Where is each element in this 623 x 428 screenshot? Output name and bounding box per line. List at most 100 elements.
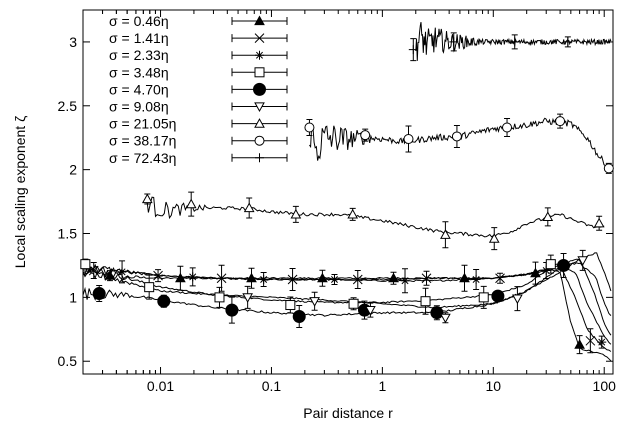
data-point-3-48-3 <box>285 300 296 311</box>
legend-label-38-17: σ = 38.17η <box>109 133 176 149</box>
data-point-21-05-7 <box>542 211 554 222</box>
data-point-9-08-3 <box>440 313 451 324</box>
plot-frame <box>82 9 614 375</box>
data-point-3-48-6 <box>478 292 489 303</box>
data-point-0-46-1 <box>175 272 186 283</box>
data-point-3-48-4 <box>348 298 359 309</box>
data-point-0-46-0 <box>104 270 116 280</box>
data-point-3-48-1 <box>144 282 155 293</box>
data-point-38-17-0 <box>304 122 315 133</box>
data-point-21-05-5 <box>440 229 451 239</box>
data-point-21-05-1 <box>185 198 197 209</box>
data-point-72-43-2 <box>510 37 520 47</box>
data-point-2-33-0 <box>117 267 127 277</box>
x-tick-label-4: 100 <box>593 378 617 394</box>
data-point-0-46-7 <box>574 339 585 349</box>
data-point-9-08-0 <box>242 293 253 303</box>
legend-marker-3-48 <box>254 67 265 78</box>
data-point-3-48-2 <box>214 292 225 303</box>
legend-marker-0-46 <box>254 15 265 26</box>
data-point-1-41-7 <box>585 335 596 346</box>
x-tick-label-1: 0.1 <box>262 378 282 394</box>
data-point-3-48-5 <box>420 296 431 307</box>
legend-label-1-41: σ = 1.41η <box>109 30 169 46</box>
data-point-0-46-6 <box>530 267 541 278</box>
data-point-72-43-3 <box>563 37 573 47</box>
x-tick-label-2: 1 <box>378 378 386 394</box>
data-point-2-33-4 <box>400 276 410 286</box>
x-tick-label-0: 0.01 <box>147 378 174 394</box>
data-point-1-41-1 <box>153 270 163 281</box>
data-point-4-70-1 <box>157 294 171 308</box>
series-line-72-43 <box>415 22 612 61</box>
data-point-2-33-3 <box>329 274 339 284</box>
legend-label-0-46: σ = 0.46η <box>109 13 169 29</box>
legend-label-4-70: σ = 4.70η <box>109 81 169 97</box>
y-tick-label-2: 1.5 <box>58 226 78 242</box>
series-line-9-08 <box>82 252 612 309</box>
data-point-21-05-6 <box>488 233 500 243</box>
series-line-4-70 <box>82 262 612 317</box>
y-tick-label-5: 3 <box>69 34 77 50</box>
legend-marker-38-17 <box>254 135 265 146</box>
data-point-38-17-1 <box>360 130 371 141</box>
y-tick-label-3: 2 <box>69 162 77 178</box>
data-point-72-43-0 <box>408 45 418 55</box>
data-point-9-08-5 <box>577 256 589 266</box>
data-point-1-41-6 <box>495 273 505 284</box>
data-point-4-70-6 <box>491 289 505 303</box>
data-point-4-70-3 <box>292 310 306 324</box>
data-point-2-33-6 <box>541 266 551 276</box>
legend-marker-9-08 <box>254 102 265 113</box>
axis-ticks: 0.01 0.1 1 10 100 0.5 1 1.5 2 2.5 3 <box>58 10 617 394</box>
data-point-72-43-1 <box>449 37 459 47</box>
data-point-1-41-3 <box>287 274 298 285</box>
legend-marker-72-43 <box>255 153 264 163</box>
data-point-0-46-2 <box>246 272 257 283</box>
data-point-38-17-2 <box>403 133 414 144</box>
data-point-1-41-2 <box>216 273 227 284</box>
series-line-2-33 <box>82 263 612 345</box>
series-line-21-05 <box>146 196 605 238</box>
data-point-21-05-3 <box>290 208 302 219</box>
data-point-2-33-1 <box>188 272 198 282</box>
data-point-1-41-5 <box>421 273 432 284</box>
data-point-38-17-3 <box>451 131 462 142</box>
series-line-3-48 <box>82 258 612 336</box>
y-tick-label-0: 0.5 <box>58 353 78 369</box>
y-tick-label-4: 2.5 <box>58 98 78 114</box>
x-axis-title: Pair distance r <box>303 405 393 421</box>
data-point-2-33-2 <box>259 274 269 284</box>
data-point-9-08-1 <box>309 297 320 307</box>
series-markers <box>80 32 614 355</box>
data-point-21-05-0 <box>141 193 153 204</box>
x-tick-label-3: 10 <box>486 378 502 394</box>
legend-marker-1-41 <box>254 33 265 43</box>
data-point-0-46-3 <box>317 272 328 283</box>
legend-marker-4-70 <box>253 82 266 96</box>
data-point-38-17-5 <box>555 116 566 127</box>
legend-label-3-48: σ = 3.48η <box>109 64 169 80</box>
legend-label-21-05: σ = 21.05η <box>109 116 176 132</box>
data-point-3-48-7 <box>545 259 556 270</box>
y-tick-label-1: 1 <box>69 289 77 305</box>
data-point-2-33-5 <box>471 274 481 284</box>
data-point-9-08-4 <box>512 294 523 305</box>
data-point-21-05-2 <box>243 202 255 213</box>
data-point-38-17-6 <box>603 163 614 174</box>
data-point-4-70-5 <box>430 306 444 320</box>
data-point-9-08-2 <box>365 306 376 316</box>
data-point-1-41-0 <box>88 265 99 276</box>
y-axis-title: Local scaling exponent ζ <box>12 116 28 269</box>
data-point-0-46-5 <box>459 272 470 283</box>
series-line-38-17 <box>308 117 612 170</box>
series-curves <box>82 22 612 362</box>
data-point-0-46-4 <box>388 272 399 283</box>
data-point-38-17-4 <box>502 122 513 133</box>
data-point-2-33-7 <box>597 337 607 347</box>
legend-label-2-33: σ = 2.33η <box>109 47 169 63</box>
data-point-4-70-7 <box>557 258 571 272</box>
data-point-21-05-8 <box>593 217 605 228</box>
